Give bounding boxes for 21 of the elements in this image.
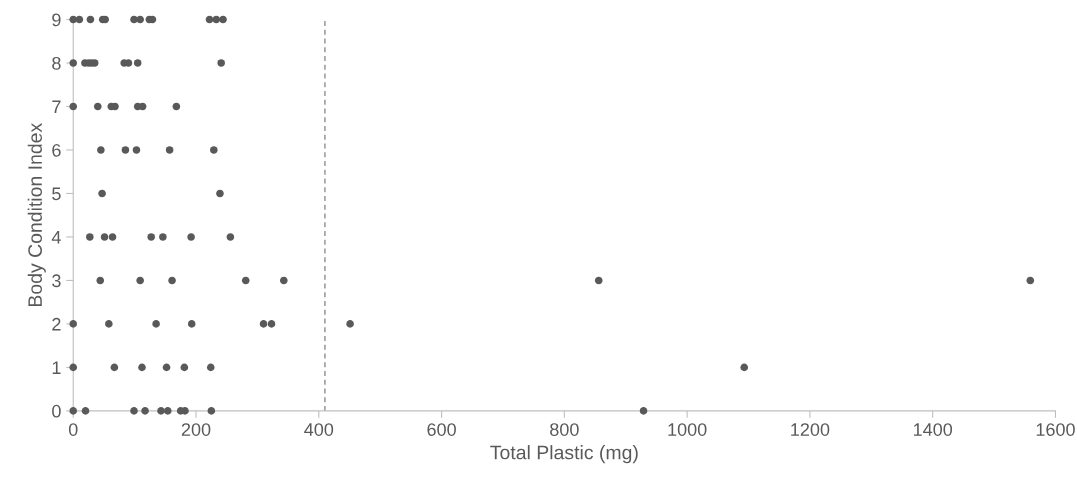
- y-tick-label: 1: [52, 361, 61, 374]
- x-tick-label: 1000: [668, 423, 707, 436]
- y-tick-label: 6: [52, 143, 61, 157]
- x-tick-label: 800: [550, 423, 579, 436]
- x-tick-label: 200: [181, 423, 211, 436]
- y-tick-label: 5: [52, 187, 61, 201]
- y-tick-label: 7: [52, 100, 61, 114]
- y-tick-label: 9: [52, 13, 61, 27]
- y-tick-label: 2: [52, 317, 61, 331]
- x-tick-label: 0: [68, 423, 78, 436]
- x-tick-label: 600: [427, 423, 456, 436]
- y-tick-label: 0: [52, 404, 61, 418]
- x-tick-label: 400: [304, 423, 334, 436]
- y-axis-title: Body Condition Index: [27, 122, 46, 307]
- x-tick-label: 1400: [913, 423, 953, 436]
- x-tick-label: 1600: [1036, 423, 1075, 436]
- y-tick-label: 4: [51, 231, 61, 244]
- y-tick-label: 3: [52, 274, 61, 288]
- y-tick-label: 8: [52, 56, 61, 70]
- x-axis-title: Total Plastic (mg): [490, 445, 638, 464]
- x-tick-label: 1200: [791, 423, 830, 436]
